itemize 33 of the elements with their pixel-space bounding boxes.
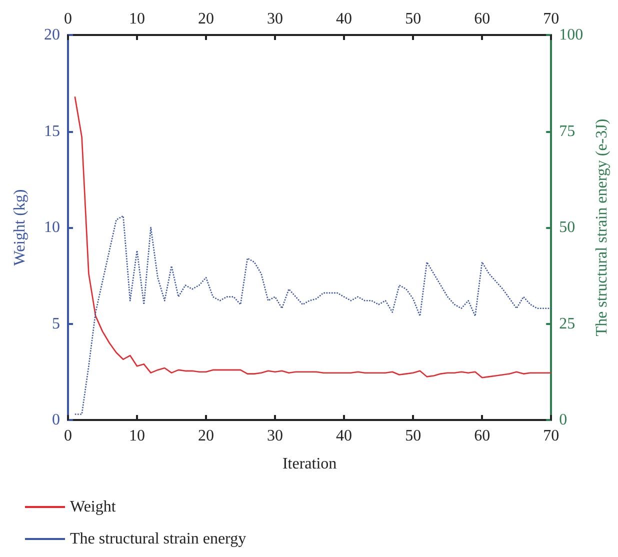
- y2-tick-label: 50: [559, 219, 576, 236]
- x-tick-label: 40: [336, 428, 352, 444]
- y2-tick-label: 75: [559, 122, 576, 140]
- x-tick-label: 10: [129, 428, 146, 444]
- x2-tick-label: 10: [129, 10, 146, 28]
- x2-tick-label: 20: [198, 10, 214, 28]
- x-axis-title: Iteration: [282, 456, 337, 472]
- x-tick-label: 70: [543, 428, 560, 444]
- x2-tick-label: 0: [64, 10, 72, 28]
- y-tick-label: 5: [52, 315, 60, 332]
- x-tick-label: 30: [267, 428, 284, 444]
- y2-axis-title: The structural strain energy (e-3J): [594, 118, 610, 336]
- x-tick-label: 0: [64, 428, 72, 444]
- x2-tick-label: 40: [336, 10, 352, 28]
- x-tick-label: 60: [474, 428, 490, 444]
- y2-tick-label: 25: [559, 315, 576, 332]
- y-axis-title: Weight (kg): [12, 189, 28, 266]
- x2-tick-label: 60: [474, 10, 490, 28]
- x2-tick-label: 70: [543, 10, 560, 28]
- y-tick-label: 10: [44, 219, 60, 236]
- legend-label: Weight: [70, 498, 116, 516]
- y2-tick-label: 0: [559, 412, 568, 428]
- x2-tick-label: 30: [267, 10, 284, 28]
- y-tick-label: 15: [44, 122, 60, 140]
- x-tick-label: 20: [198, 428, 214, 444]
- x2-tick-label: 50: [405, 10, 422, 28]
- line-series: [74, 96, 552, 378]
- y-tick-label: 20: [44, 26, 60, 44]
- y-tick-label: 0: [52, 412, 60, 428]
- x-tick-label: 50: [405, 428, 422, 444]
- line-series: [74, 215, 552, 415]
- y2-tick-label: 100: [559, 26, 584, 44]
- legend-label: The structural strain energy: [70, 530, 246, 548]
